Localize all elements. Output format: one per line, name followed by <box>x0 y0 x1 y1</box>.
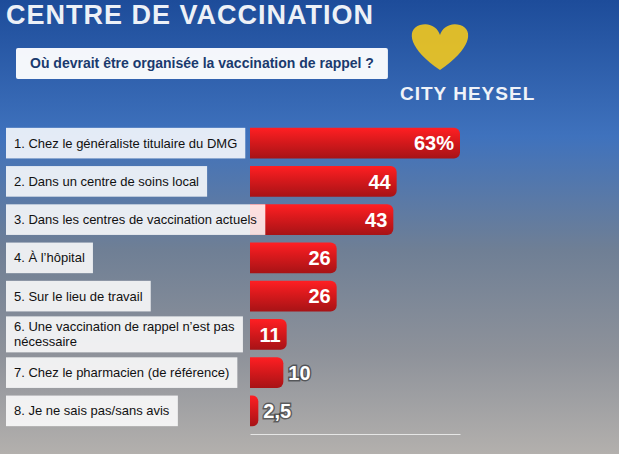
label-box <box>6 396 178 427</box>
value-labels: 63% 44 43 26 26 11 10 2,5 <box>260 132 455 422</box>
x-axis <box>251 434 461 435</box>
title-box <box>16 48 388 79</box>
data-label: 10 <box>288 362 310 384</box>
title: Où devrait être organisée la vaccination… <box>30 55 374 71</box>
label-box <box>6 316 243 352</box>
annotation: CITY HEYSEL <box>400 83 535 104</box>
bar <box>250 204 393 235</box>
bar <box>250 128 460 159</box>
data-label: 43 <box>365 209 387 231</box>
title-group: Où devrait être organisée la vaccination… <box>16 48 388 79</box>
category-label: 2. Dans un centre de soins local <box>14 174 199 189</box>
data-label: 2,5 <box>263 400 291 422</box>
category-label: 4. À l’hôpital <box>14 250 85 265</box>
bar <box>250 166 397 197</box>
bar <box>250 281 337 312</box>
category-labels: 1. Chez le généraliste titulaire du DMG 2… <box>6 128 265 426</box>
bars <box>250 128 460 426</box>
bar <box>250 396 258 427</box>
data-label: 11 <box>260 324 281 346</box>
data-label: 26 <box>308 247 330 269</box>
category-label: 6. Une vaccination de rappel n’est pasné… <box>14 319 235 349</box>
label-box <box>6 281 151 312</box>
data-label: 44 <box>368 171 391 193</box>
data-label: 63% <box>414 132 454 154</box>
chart: CENTRE DE VACCINATION CITY HEYSEL Où devra… <box>0 0 619 454</box>
bar <box>250 243 337 274</box>
category-label: 8. Je ne sais pas/sans avis <box>14 403 170 418</box>
background <box>0 0 619 454</box>
category-label: 1. Chez le généraliste titulaire du DMG <box>14 136 237 151</box>
data-label: 26 <box>308 285 330 307</box>
label-box <box>6 166 207 197</box>
label-box <box>6 204 265 235</box>
decoration <box>412 24 468 70</box>
category-label: 3. Dans les centres de vaccination actue… <box>14 212 257 227</box>
category-label: 5. Sur le lieu de travail <box>14 289 143 304</box>
bar <box>250 319 287 350</box>
axis-line <box>251 434 461 435</box>
bar <box>250 357 283 388</box>
annotation: CENTRE DE VACCINATION <box>6 0 374 30</box>
label-box <box>6 243 93 274</box>
label-box <box>6 357 237 388</box>
category-label: 7. Chez le pharmacien (de référence) <box>14 365 229 380</box>
label-box <box>6 128 245 159</box>
